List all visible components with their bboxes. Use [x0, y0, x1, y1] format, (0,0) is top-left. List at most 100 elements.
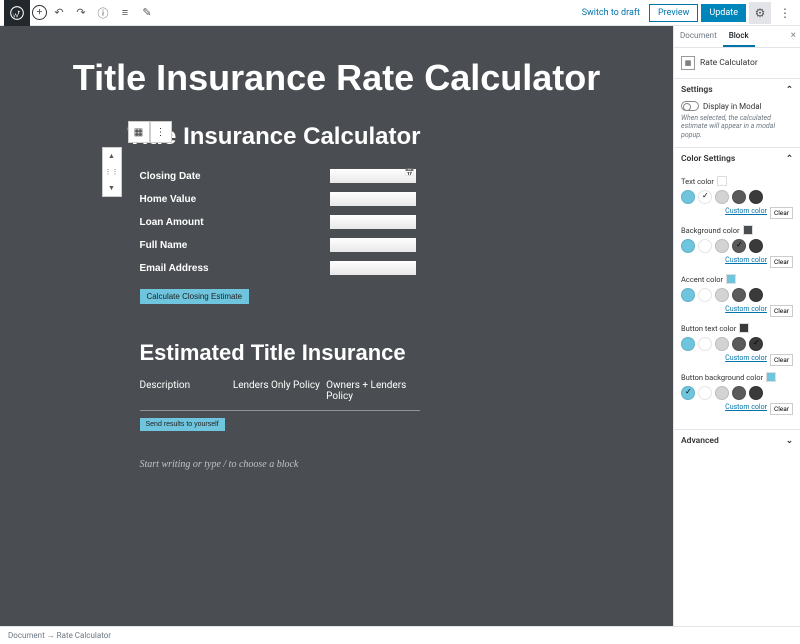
- settings-gear-icon[interactable]: ⚙: [749, 2, 771, 24]
- custom-color-link[interactable]: Custom color: [725, 305, 767, 317]
- switch-to-draft-button[interactable]: Switch to draft: [576, 5, 646, 21]
- send-results-button[interactable]: Send results to yourself: [140, 418, 225, 431]
- advanced-panel: Advanced ⌄: [674, 429, 800, 452]
- calculator-form: Closing Date Home Value Loan Amount Full…: [140, 169, 572, 304]
- display-modal-toggle[interactable]: [681, 101, 699, 111]
- settings-panel: Settings ⌃ Display in Modal When selecte…: [674, 78, 800, 147]
- color-option[interactable]: [698, 337, 712, 351]
- custom-color-link[interactable]: Custom color: [725, 207, 767, 219]
- button_bg-color-label: Button background color: [681, 372, 793, 382]
- color-option[interactable]: [698, 190, 712, 204]
- wordpress-logo[interactable]: [4, 0, 30, 26]
- breadcrumb-document[interactable]: Document: [8, 631, 45, 640]
- clear-color-button[interactable]: Clear: [770, 305, 793, 317]
- color-option[interactable]: [732, 288, 746, 302]
- block-appender[interactable]: Start writing or type / to choose a bloc…: [140, 459, 572, 470]
- custom-color-link[interactable]: Custom color: [725, 354, 767, 366]
- color-option[interactable]: [681, 337, 695, 351]
- color-option[interactable]: [749, 386, 763, 400]
- advanced-panel-toggle[interactable]: Advanced ⌄: [674, 430, 800, 452]
- color-option[interactable]: [698, 386, 712, 400]
- block-toolbar: ▦ ⋮: [128, 121, 172, 143]
- clear-color-button[interactable]: Clear: [770, 403, 793, 415]
- color-option[interactable]: [681, 190, 695, 204]
- closing-date-input[interactable]: [330, 169, 416, 183]
- email-label: Email Address: [140, 263, 330, 274]
- color-actions: Custom colorClear: [681, 207, 793, 219]
- undo-icon[interactable]: ↶: [49, 3, 69, 23]
- breadcrumb-block[interactable]: Rate Calculator: [57, 631, 111, 640]
- page-title[interactable]: Title Insurance Rate Calculator: [0, 56, 673, 99]
- tab-block[interactable]: Block: [723, 26, 755, 47]
- color-option[interactable]: [749, 190, 763, 204]
- color-option[interactable]: [681, 386, 695, 400]
- settings-panel-toggle[interactable]: Settings ⌃: [674, 79, 800, 101]
- color-option[interactable]: [715, 190, 729, 204]
- color-option[interactable]: [732, 337, 746, 351]
- email-input[interactable]: [330, 261, 416, 275]
- redo-icon[interactable]: ↷: [71, 3, 91, 23]
- block-card: ▦ Rate Calculator: [674, 48, 800, 78]
- form-row: Full Name: [140, 238, 572, 252]
- color-option[interactable]: [715, 386, 729, 400]
- preview-button[interactable]: Preview: [649, 4, 698, 22]
- custom-color-link[interactable]: Custom color: [725, 403, 767, 415]
- color-indicator: [766, 372, 776, 382]
- color-settings-body: Text colorCustom colorClearBackground co…: [674, 176, 800, 429]
- home-value-input[interactable]: [330, 192, 416, 206]
- move-down-icon[interactable]: ▼: [103, 180, 121, 196]
- color-indicator: [743, 225, 753, 235]
- topbar-left: + ↶ ↷ ⓘ ≡ ✎: [4, 0, 157, 26]
- color-option[interactable]: [749, 239, 763, 253]
- color-option[interactable]: [681, 239, 695, 253]
- color-option[interactable]: [715, 288, 729, 302]
- color-option[interactable]: [732, 386, 746, 400]
- move-up-icon[interactable]: ▲: [103, 148, 121, 164]
- loan-amount-input[interactable]: [330, 215, 416, 229]
- tab-document[interactable]: Document: [674, 26, 723, 47]
- clear-color-button[interactable]: Clear: [770, 207, 793, 219]
- color-actions: Custom colorClear: [681, 305, 793, 317]
- calculate-button[interactable]: Calculate Closing Estimate: [140, 289, 250, 304]
- color-actions: Custom colorClear: [681, 354, 793, 366]
- topbar-right: Switch to draft Preview Update ⚙ ⋮: [576, 2, 796, 24]
- editor-footer: Document → Rate Calculator: [0, 626, 800, 644]
- color-option[interactable]: [715, 337, 729, 351]
- home-value-label: Home Value: [140, 194, 330, 205]
- form-row: Closing Date: [140, 169, 572, 183]
- full-name-input[interactable]: [330, 238, 416, 252]
- block-type-icon[interactable]: ▦: [128, 121, 150, 143]
- drag-handle-icon[interactable]: ⋮⋮: [103, 164, 121, 180]
- form-row: Email Address: [140, 261, 572, 275]
- color-option[interactable]: [698, 288, 712, 302]
- color-indicator: [717, 176, 727, 186]
- block-more-icon[interactable]: ⋮: [150, 121, 172, 143]
- more-menu-icon[interactable]: ⋮: [774, 2, 796, 24]
- breadcrumb-separator: →: [45, 631, 57, 640]
- outline-icon[interactable]: ≡: [115, 3, 135, 23]
- color-option[interactable]: [698, 239, 712, 253]
- edit-icon[interactable]: ✎: [137, 3, 157, 23]
- form-row: Loan Amount: [140, 215, 572, 229]
- button_text-palette: [681, 337, 793, 351]
- info-icon[interactable]: ⓘ: [93, 3, 113, 23]
- table-header: Description Lenders Only Policy Owners +…: [140, 380, 420, 411]
- rate-calculator-block[interactable]: ▦ ⋮ ▲ ⋮⋮ ▼ Title Insurance Calculator Cl…: [102, 123, 572, 470]
- color-option[interactable]: [732, 239, 746, 253]
- color-option[interactable]: [749, 288, 763, 302]
- color-option[interactable]: [681, 288, 695, 302]
- clear-color-button[interactable]: Clear: [770, 256, 793, 268]
- editor-canvas[interactable]: Title Insurance Rate Calculator ▦ ⋮ ▲ ⋮⋮…: [0, 26, 673, 626]
- custom-color-link[interactable]: Custom color: [725, 256, 767, 268]
- close-sidebar-icon[interactable]: ×: [791, 30, 796, 41]
- color-settings-toggle[interactable]: Color Settings ⌃: [674, 148, 800, 170]
- closing-date-label: Closing Date: [140, 171, 330, 182]
- update-button[interactable]: Update: [701, 4, 746, 22]
- add-block-icon[interactable]: +: [32, 5, 47, 20]
- accent-color-label: Accent color: [681, 274, 793, 284]
- clear-color-button[interactable]: Clear: [770, 354, 793, 366]
- color-option[interactable]: [732, 190, 746, 204]
- color-option[interactable]: [715, 239, 729, 253]
- toggle-help-text: When selected, the calculated estimate w…: [681, 114, 793, 139]
- color-option[interactable]: [749, 337, 763, 351]
